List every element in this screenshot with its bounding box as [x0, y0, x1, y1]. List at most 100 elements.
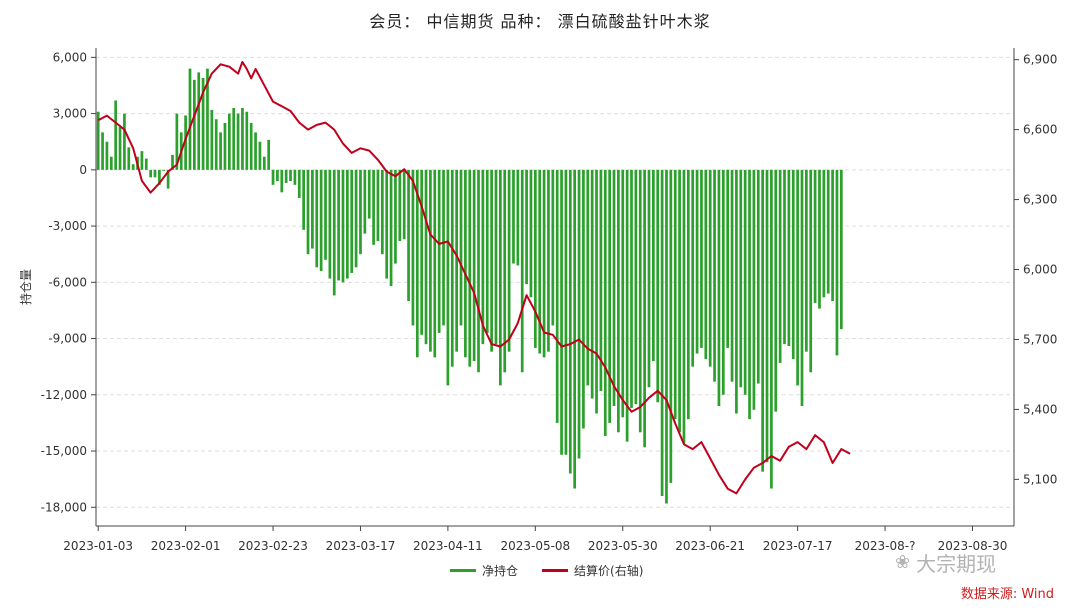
bar — [267, 139, 271, 170]
x-tick-label: 2023-02-23 — [238, 539, 308, 553]
bar — [743, 169, 747, 395]
bar — [704, 169, 708, 360]
y-tick-label: -3,000 — [48, 219, 87, 233]
bar — [577, 169, 581, 459]
bar — [582, 169, 585, 429]
bar — [512, 169, 515, 264]
bar — [105, 141, 109, 170]
bar — [271, 169, 275, 185]
x-tick-label: 2023-04-11 — [413, 539, 483, 553]
bar — [276, 169, 279, 182]
y-axis-label: 持仓量 — [18, 269, 33, 305]
y2-tick-label: 6,000 — [1023, 263, 1057, 277]
watermark-text: 大宗期现 — [916, 552, 997, 576]
bar — [140, 151, 144, 170]
bar — [188, 68, 192, 170]
bar — [184, 115, 187, 170]
bar — [389, 169, 393, 287]
bar — [302, 169, 305, 230]
bar — [332, 169, 336, 296]
bar — [695, 169, 699, 354]
bar — [359, 169, 362, 255]
y2-tick-label: 5,100 — [1023, 472, 1057, 486]
bar — [599, 169, 603, 392]
bar — [748, 169, 751, 420]
bar — [402, 169, 406, 240]
y-tick-label: -12,000 — [41, 388, 87, 402]
bar — [420, 169, 424, 335]
bar — [210, 109, 214, 170]
y2-tick-label: 6,600 — [1023, 123, 1057, 137]
bar — [367, 169, 371, 219]
y2-tick-label: 6,300 — [1023, 193, 1057, 207]
legend-item-line[interactable]: 结算价(右轴) — [542, 562, 643, 579]
bar — [236, 113, 240, 170]
bar — [730, 169, 734, 382]
y-tick-label: 6,000 — [53, 50, 87, 64]
y-tick-label: 0 — [79, 163, 87, 177]
bar — [477, 169, 480, 373]
bar — [293, 169, 297, 185]
bar — [638, 169, 642, 433]
legend-swatch-line — [542, 569, 569, 572]
bar — [354, 169, 358, 268]
bar — [765, 169, 769, 463]
bar — [713, 169, 716, 382]
bar — [346, 169, 349, 279]
bar — [201, 77, 205, 170]
bar — [673, 169, 677, 420]
bar — [96, 111, 100, 170]
bar — [551, 169, 555, 326]
y-tick-label: -18,000 — [41, 500, 87, 514]
bar — [114, 100, 118, 170]
bar — [328, 169, 332, 279]
bar — [529, 169, 533, 298]
bar — [262, 156, 266, 170]
legend-item-bars[interactable]: 净持仓 — [450, 562, 518, 579]
bar — [787, 169, 791, 347]
bar — [770, 169, 773, 489]
bar — [429, 169, 432, 352]
bar — [547, 169, 550, 352]
y-tick-label: -15,000 — [41, 444, 87, 458]
bar — [223, 122, 227, 170]
bar — [603, 169, 607, 437]
bar — [739, 169, 743, 388]
bar — [398, 169, 402, 242]
bar — [520, 169, 524, 373]
x-tick-label: 2023-05-08 — [500, 539, 570, 553]
bar — [311, 169, 314, 249]
bar — [407, 169, 410, 302]
bar — [499, 169, 502, 386]
x-tick-label: 2023-07-17 — [763, 539, 833, 553]
legend-label-bars: 净持仓 — [482, 564, 519, 578]
bar — [717, 169, 721, 407]
bar — [232, 107, 236, 170]
x-tick-label: 2023-01-03 — [63, 539, 133, 553]
bar — [621, 169, 625, 418]
x-tick-label: 2023-06-21 — [675, 539, 745, 553]
y2-tick-label: 5,700 — [1023, 332, 1057, 346]
bar — [380, 169, 384, 255]
bar — [826, 169, 830, 294]
bar — [315, 169, 319, 268]
x-tick-label: 2023-03-17 — [326, 539, 396, 553]
bar — [394, 169, 397, 264]
bar — [131, 164, 135, 170]
bar — [791, 169, 795, 360]
bar — [778, 169, 782, 363]
bar — [516, 169, 520, 266]
bar — [289, 169, 292, 182]
bar — [542, 169, 546, 358]
bar — [149, 169, 152, 178]
bar — [503, 169, 507, 373]
bar — [162, 169, 166, 171]
bar — [617, 169, 620, 433]
settlement-price-line — [97, 61, 851, 495]
bar — [533, 169, 537, 348]
bar — [459, 169, 463, 326]
bar — [214, 119, 218, 170]
bar — [686, 169, 690, 420]
bar — [306, 169, 310, 255]
bar — [783, 169, 786, 345]
